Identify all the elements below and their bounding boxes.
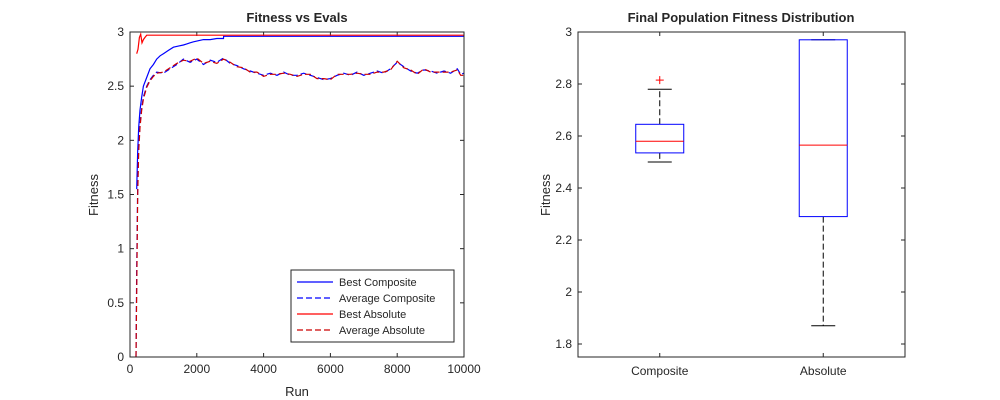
box-plots [635,39,848,327]
y-tick-label: 0 [117,350,124,364]
series-lines [135,31,465,358]
y-tick-label: 2.6 [555,129,572,143]
composite-box [635,123,685,154]
legend-label: Average Absolute [339,325,425,337]
y-tick-label: 2.2 [555,233,572,247]
series-average-absolute-line [135,57,464,358]
legend-label: Average Composite [339,293,435,305]
fitness-distribution-boxplot: Final Population Fitness Distribution Fi… [538,10,906,378]
chart-title: Fitness vs Evals [246,10,347,25]
axis-ticks: 1.8 2 2.2 2.4 2.6 2.8 3 Composite Absolute [555,25,905,378]
x-axis-label: Run [285,384,309,399]
y-tick-label: 2 [117,133,124,147]
y-tick-label: 1.8 [555,337,572,351]
y-axis-label: Fitness [538,174,553,216]
legend-label: Best Composite [339,277,417,289]
y-tick-label: 3 [565,25,572,39]
y-tick-label: 2.4 [555,181,572,195]
legend-label: Best Absolute [339,309,406,321]
x-tick-label: Absolute [800,364,847,378]
y-tick-label: 2 [565,285,572,299]
chart-title: Final Population Fitness Distribution [628,10,855,25]
y-tick-label: 3 [117,25,124,39]
series-best-absolute-line [136,31,464,54]
legend: Best Composite Average Composite Best Abso… [290,269,455,343]
x-tick-label: 4000 [250,362,277,376]
y-axis-label: Fitness [86,174,101,216]
y-tick-label: 1 [117,242,124,256]
x-tick-label: Composite [631,364,689,378]
fitness-vs-evals-chart: Fitness vs Evals Fitness Run 0 2000 4000 60… [86,10,481,399]
y-tick-label: 1.5 [107,188,124,202]
x-tick-label: 0 [127,362,134,376]
axis-ticks: 0 2000 4000 6000 8000 10000 0 0.5 1 1.5 2 2.5 3 [107,25,481,376]
x-tick-label: 10000 [447,362,481,376]
x-tick-label: 2000 [183,362,210,376]
absolute-box [798,39,848,218]
series-best-composite-line [136,35,464,190]
plot-frame [129,31,465,358]
y-tick-label: 0.5 [107,296,124,310]
x-tick-label: 6000 [317,362,344,376]
y-tick-label: 2.8 [555,77,572,91]
y-tick-label: 2.5 [107,79,124,93]
plot-frame [577,31,906,358]
x-tick-label: 8000 [384,362,411,376]
